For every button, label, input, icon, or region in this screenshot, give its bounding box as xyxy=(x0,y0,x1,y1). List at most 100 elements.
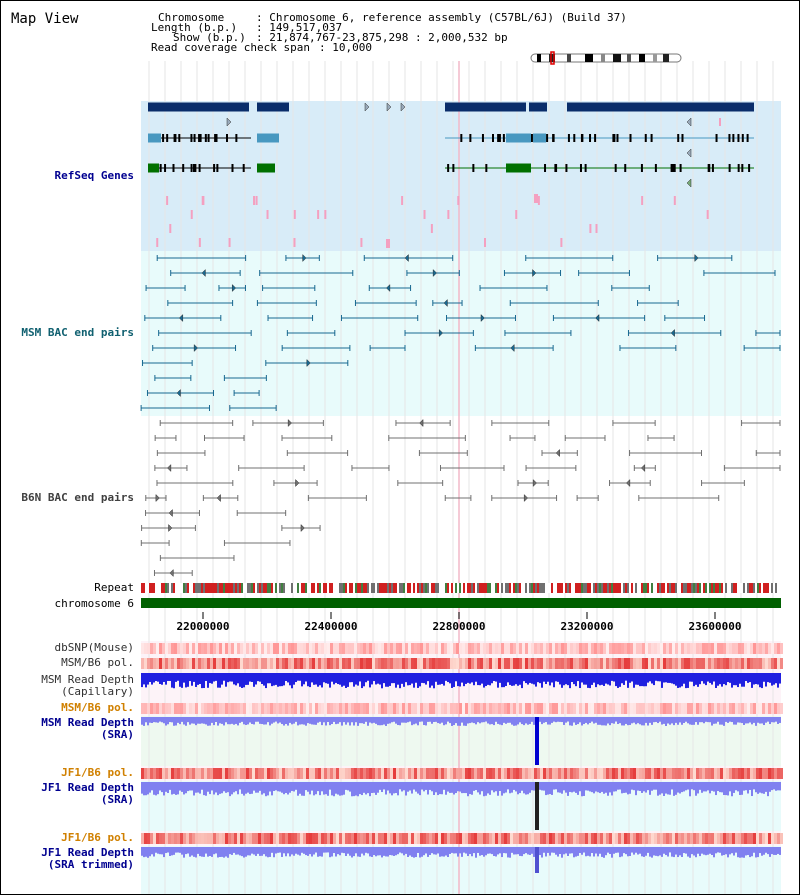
depth-bar xyxy=(465,717,467,726)
track-label-msm-depth-sra-2[interactable]: (SRA) xyxy=(100,728,134,741)
depth-bar xyxy=(613,847,615,854)
depth-bar xyxy=(643,717,645,726)
exon xyxy=(214,134,217,142)
heat-cell xyxy=(162,768,165,779)
heat-cell xyxy=(339,658,342,669)
depth-bar xyxy=(245,673,247,685)
track-label-jf1-b6-pol-2[interactable]: JF1/B6 pol. xyxy=(61,831,134,844)
track-label-chromosome[interactable]: chromosome 6 xyxy=(54,597,134,610)
depth-bar xyxy=(301,782,303,796)
heat-cell xyxy=(588,658,591,669)
depth-bar xyxy=(271,673,273,687)
heat-cell xyxy=(723,833,726,844)
depth-bar xyxy=(755,782,757,793)
depth-bar xyxy=(157,673,159,682)
track-label-msm-depth-capillary-1[interactable]: MSM Read Depth xyxy=(41,673,134,686)
heat-cell xyxy=(381,833,384,844)
depth-bar xyxy=(297,782,299,796)
depth-bar xyxy=(263,673,265,686)
heat-cell xyxy=(210,643,213,654)
depth-bar xyxy=(463,782,465,794)
heat-cell xyxy=(564,833,567,844)
heat-cell xyxy=(159,833,162,844)
heat-cell xyxy=(600,643,603,654)
repeat-mark xyxy=(501,583,503,593)
repeat-mark xyxy=(507,583,509,593)
heat-cell xyxy=(291,643,294,654)
depth-bar xyxy=(331,717,333,724)
heat-cell xyxy=(471,703,474,714)
exon xyxy=(640,164,643,172)
heat-cell xyxy=(252,833,255,844)
track-label-repeat[interactable]: Repeat xyxy=(94,581,134,594)
heat-cell xyxy=(639,703,642,714)
depth-bar xyxy=(699,782,701,790)
track-label-jf1-b6-pol[interactable]: JF1/B6 pol. xyxy=(61,766,134,779)
depth-bar xyxy=(497,782,499,796)
depth-bar xyxy=(433,782,435,795)
heat-cell xyxy=(165,658,168,669)
heat-cell xyxy=(297,768,300,779)
heat-cell xyxy=(525,703,528,714)
track-label-msm-b6-pol-2[interactable]: MSM/B6 pol. xyxy=(61,701,134,714)
depth-bar xyxy=(333,782,335,797)
depth-bar xyxy=(211,717,213,723)
heat-cell xyxy=(399,768,402,779)
track-label-refseq[interactable]: RefSeq Genes xyxy=(54,169,134,182)
depth-bar xyxy=(539,717,541,722)
heat-cell xyxy=(312,643,315,654)
exon xyxy=(594,134,597,142)
track-label-dbsnp[interactable]: dbSNP(Mouse) xyxy=(54,641,134,654)
heat-cell xyxy=(735,768,738,779)
heat-cell xyxy=(507,643,510,654)
heat-cell xyxy=(447,658,450,669)
track-label-jf1-depth-sra-1[interactable]: JF1 Read Depth xyxy=(41,781,134,794)
track-label-msm-depth-capillary-2[interactable]: (Capillary) xyxy=(61,685,134,698)
repeat-mark xyxy=(403,583,405,593)
repeat-mark xyxy=(363,583,365,593)
heat-cell xyxy=(732,833,735,844)
heat-cell xyxy=(711,768,714,779)
repeat-mark xyxy=(765,583,767,593)
heat-cell xyxy=(633,703,636,714)
track-label-msm-bac[interactable]: MSM BAC end pairs xyxy=(21,326,134,339)
depth-bar xyxy=(619,847,621,858)
depth-bar xyxy=(573,717,575,723)
heat-cell xyxy=(165,833,168,844)
depth-bar xyxy=(257,673,259,682)
heat-cell xyxy=(402,643,405,654)
depth-bar xyxy=(495,673,497,682)
track-label-jf1-depth-sra-2[interactable]: (SRA) xyxy=(100,793,134,806)
track-label-b6n-bac[interactable]: B6N BAC end pairs xyxy=(21,491,134,504)
depth-bar xyxy=(555,847,557,855)
track-label-msm-depth-sra-1[interactable]: MSM Read Depth xyxy=(41,716,134,729)
depth-bar xyxy=(669,717,671,725)
track-label-msm-b6-pol[interactable]: MSM/B6 pol. xyxy=(61,656,134,669)
depth-bar xyxy=(683,673,685,684)
heat-cell xyxy=(267,703,270,714)
heat-cell xyxy=(450,658,453,669)
depth-bar xyxy=(581,847,583,855)
track-label-jf1-depth-trim-2[interactable]: (SRA trimmed) xyxy=(47,858,134,871)
depth-bar xyxy=(649,673,651,682)
repeat-mark xyxy=(349,583,351,593)
depth-bar xyxy=(581,717,583,726)
repeat-mark xyxy=(721,583,723,593)
heat-cell xyxy=(756,643,759,654)
depth-bar xyxy=(553,717,555,722)
repeat-mark xyxy=(265,583,267,593)
depth-bar xyxy=(273,673,275,686)
depth-bar xyxy=(181,782,183,792)
heat-cell xyxy=(693,703,696,714)
track-label-jf1-depth-trim-1[interactable]: JF1 Read Depth xyxy=(41,846,134,859)
strand-arrow xyxy=(287,418,292,428)
heat-cell xyxy=(756,768,759,779)
depth-bar xyxy=(425,717,427,726)
depth-bar xyxy=(187,782,189,792)
heat-cell xyxy=(360,768,363,779)
depth-bar xyxy=(495,847,497,857)
heat-cell xyxy=(327,833,330,844)
depth-bar xyxy=(633,847,635,855)
